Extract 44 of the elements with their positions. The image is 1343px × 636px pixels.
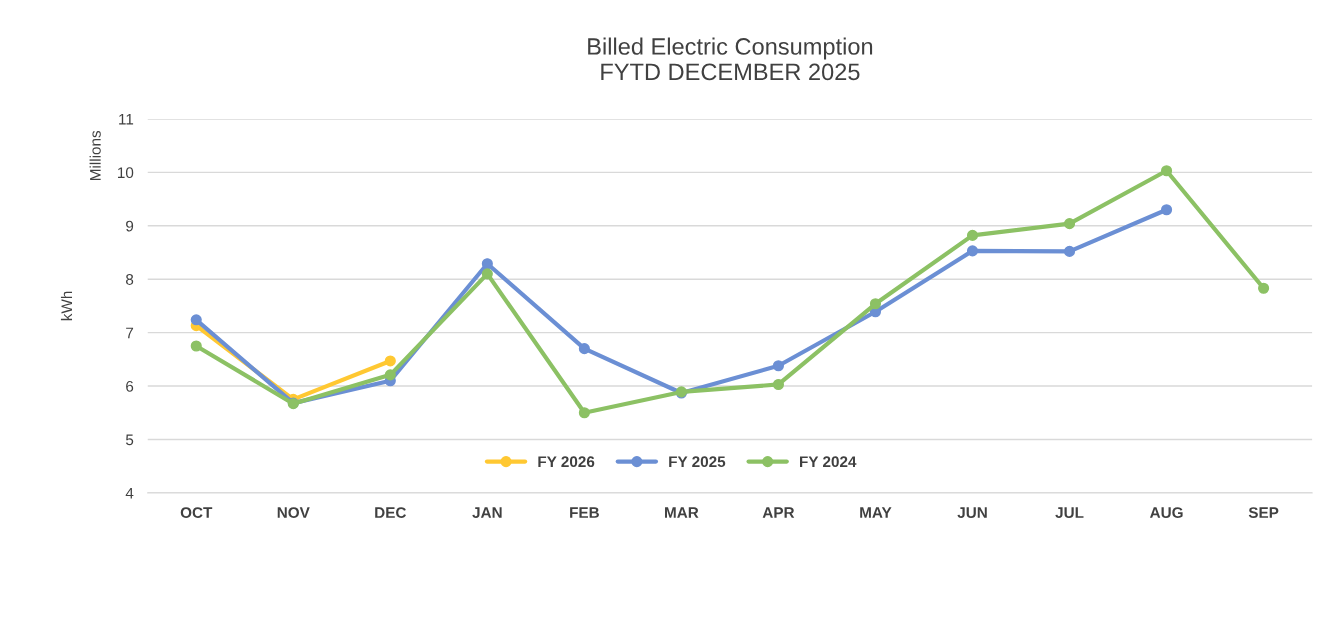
point <box>481 268 493 280</box>
y-tick-label: 10 <box>118 167 134 179</box>
x-tick-label: NOV <box>277 507 310 519</box>
point <box>772 360 784 372</box>
y-tick-label: 6 <box>126 380 134 392</box>
point <box>190 314 202 326</box>
point <box>578 343 590 355</box>
x-tick-label: JUN <box>957 507 987 519</box>
y-tick-label: 9 <box>126 220 134 232</box>
point <box>966 229 979 241</box>
point <box>1161 165 1173 177</box>
x-tick-label: FEB <box>570 507 599 518</box>
y-tick-label: 5 <box>125 434 134 446</box>
point <box>1258 282 1270 294</box>
chart-title: Billed Electric Consumption FYTD DECEMBER 2025 <box>588 37 873 81</box>
point <box>384 355 396 367</box>
x-tick-label: OCT <box>180 507 213 519</box>
x-tick-label: SEP <box>1248 507 1279 519</box>
y-axis-title: kWh <box>60 291 73 321</box>
y-tick-label: 11 <box>119 113 134 125</box>
point <box>869 298 882 310</box>
legend-label: FY 2025 <box>669 456 726 468</box>
x-tick-label: DEC <box>375 507 407 519</box>
legend-label: FY 2024 <box>800 456 857 468</box>
x-tick-label: AUG <box>1149 507 1183 519</box>
y-tick-label: 4 <box>125 487 134 499</box>
legend-label: FY 2026 <box>538 456 595 468</box>
point <box>481 258 493 270</box>
point <box>384 369 396 381</box>
point <box>1063 218 1076 230</box>
point <box>578 407 590 419</box>
point <box>1161 204 1173 216</box>
x-tick-label: MAR <box>665 507 699 518</box>
point <box>772 378 784 391</box>
text: Millions <box>89 130 101 181</box>
x-tick-label: JUL <box>1055 507 1084 519</box>
point <box>190 340 202 352</box>
y-tick-label: 7 <box>126 327 134 339</box>
x-tick-label: APR <box>762 507 795 518</box>
x-tick-label: JAN <box>472 507 502 519</box>
point <box>1063 245 1076 257</box>
x-tick-label: MAY <box>860 507 892 518</box>
point <box>966 245 979 257</box>
y-tick-label: 8 <box>126 274 134 285</box>
